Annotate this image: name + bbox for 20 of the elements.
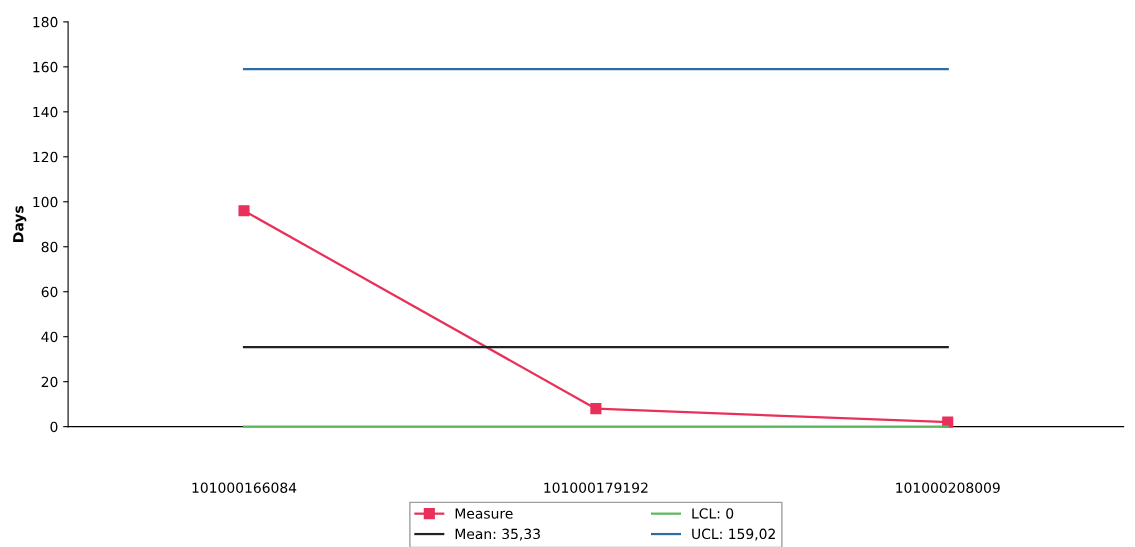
y-tick-label: 160 <box>33 61 58 73</box>
legend-label: LCL: 0 <box>692 508 734 519</box>
x-tick-label: 101000166084 <box>192 482 297 493</box>
point <box>238 205 250 217</box>
y-axis-title: Days <box>13 206 27 242</box>
x-tick-label: 101000208009 <box>896 482 1000 493</box>
y-tick-label: 40 <box>41 331 58 343</box>
x-tick-label: 101000179192 <box>544 482 648 493</box>
point <box>590 403 602 415</box>
legend-label: Measure <box>455 508 513 519</box>
y-tick-label: 120 <box>33 151 58 163</box>
y-tick-label: 60 <box>41 286 58 298</box>
y-tick-label: 80 <box>41 241 58 253</box>
y-tick-label: 0 <box>50 421 58 433</box>
legend-label: UCL: 159,02 <box>692 528 775 541</box>
y-tick-label: 180 <box>33 16 58 28</box>
legend-label: Mean: 35,33 <box>455 528 540 541</box>
y-tick-label: 140 <box>33 106 58 118</box>
y-tick-label: 20 <box>41 376 58 388</box>
y-tick-label: 100 <box>33 196 58 208</box>
